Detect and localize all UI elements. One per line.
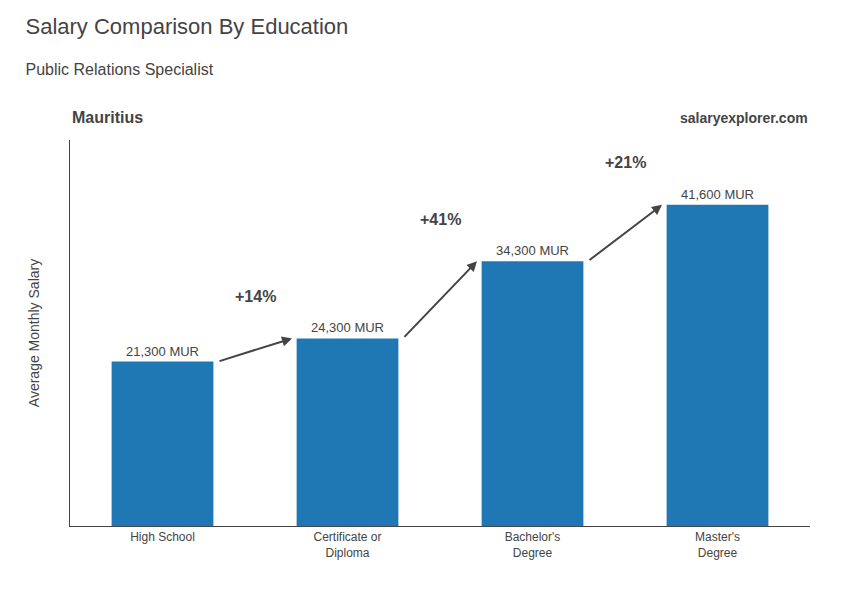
svg-text:+41%: +41%: [420, 211, 461, 228]
svg-text:salaryexplorer.com: salaryexplorer.com: [680, 110, 808, 126]
svg-text:Public Relations Specialist: Public Relations Specialist: [26, 61, 214, 78]
svg-text:Mauritius: Mauritius: [72, 109, 143, 126]
svg-text:High School: High School: [130, 530, 195, 544]
svg-text:Master'sDegree: Master'sDegree: [695, 530, 740, 560]
svg-text:34,300 MUR: 34,300 MUR: [496, 243, 569, 258]
svg-text:Bachelor'sDegree: Bachelor'sDegree: [505, 530, 561, 560]
svg-text:41,600 MUR: 41,600 MUR: [681, 187, 754, 202]
svg-text:Salary Comparison By Education: Salary Comparison By Education: [26, 14, 349, 39]
svg-text:+21%: +21%: [605, 154, 646, 171]
svg-text:21,300 MUR: 21,300 MUR: [126, 344, 199, 359]
svg-text:Average Monthly Salary: Average Monthly Salary: [26, 259, 42, 407]
svg-text:Certificate orDiploma: Certificate orDiploma: [313, 530, 381, 560]
svg-text:24,300 MUR: 24,300 MUR: [311, 320, 384, 335]
svg-text:+14%: +14%: [235, 288, 276, 305]
